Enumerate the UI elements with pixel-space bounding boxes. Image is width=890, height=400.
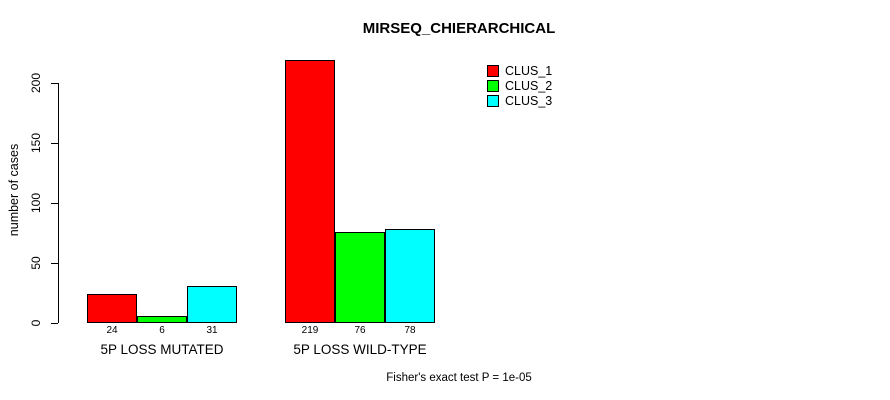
y-tick-label: 200 [29, 72, 43, 94]
bar-value-label: 76 [354, 325, 366, 336]
y-axis-tick [51, 142, 58, 144]
category-label: 5P LOSS MUTATED [100, 342, 224, 357]
y-tick-label: 50 [29, 256, 43, 270]
legend-item: CLUS_3 [487, 93, 552, 108]
y-axis-tick [51, 262, 58, 264]
legend-label: CLUS_3 [505, 93, 553, 108]
legend-item: CLUS_2 [487, 78, 552, 93]
bar [335, 231, 385, 323]
bar [87, 294, 137, 323]
legend-swatch [487, 79, 499, 92]
legend-item: CLUS_1 [487, 63, 552, 78]
legend-label: CLUS_1 [505, 63, 553, 78]
y-axis-tick [51, 202, 58, 204]
y-axis-tick [51, 82, 58, 84]
bar-value-label: 219 [301, 325, 319, 336]
bar-value-label: 31 [206, 325, 218, 336]
y-axis-tick [51, 322, 58, 324]
legend-swatch [487, 64, 499, 77]
annotation-text: Fisher's exact test P = 1e-05 [386, 372, 532, 384]
bar-value-label: 6 [159, 325, 165, 336]
legend-swatch [487, 94, 499, 107]
category-label: 5P LOSS WILD-TYPE [293, 342, 427, 357]
bar [137, 315, 187, 323]
bar-value-label: 24 [106, 325, 118, 336]
y-tick-label: 150 [29, 132, 43, 154]
y-tick-label: 0 [29, 319, 43, 327]
bar [385, 229, 435, 323]
y-axis-line [58, 83, 59, 323]
y-axis-label: number of cases [7, 143, 21, 237]
legend: CLUS_1 CLUS_2 CLUS_3 [487, 63, 552, 108]
legend-label: CLUS_2 [505, 78, 553, 93]
y-tick-label: 100 [29, 192, 43, 214]
bar [187, 285, 237, 323]
bar-value-label: 78 [404, 325, 416, 336]
chart-title: MIRSEQ_CHIERARCHICAL [362, 20, 556, 37]
bar [285, 60, 335, 323]
